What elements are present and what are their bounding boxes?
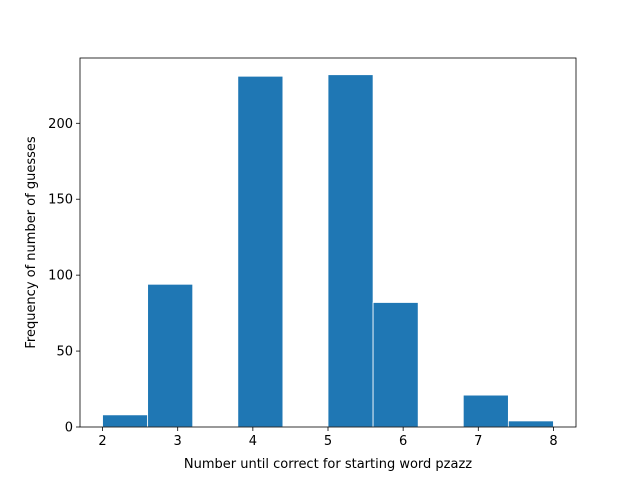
x-tick-label: 3 bbox=[174, 434, 182, 449]
bars-group bbox=[102, 74, 554, 428]
x-ticks-group: 2 3 4 5 6 7 8 bbox=[98, 427, 558, 449]
x-tick-label: 4 bbox=[249, 434, 257, 449]
x-tick-label: 2 bbox=[98, 434, 106, 449]
histogram-bar-1 bbox=[147, 283, 194, 428]
x-tick-label: 5 bbox=[324, 434, 332, 449]
y-tick-label: 50 bbox=[56, 345, 73, 360]
histogram-bar-0 bbox=[102, 414, 149, 428]
y-axis-label: Frequency of number of guesses bbox=[24, 136, 39, 349]
y-tick-label: 150 bbox=[48, 193, 73, 208]
x-tick-label: 6 bbox=[399, 434, 407, 449]
x-axis-label: Number until correct for starting word p… bbox=[184, 457, 472, 472]
histogram-bar-8 bbox=[462, 394, 509, 428]
y-tick-label: 100 bbox=[48, 269, 73, 284]
histogram-bar-9 bbox=[507, 420, 554, 428]
y-ticks-group: 0 50 100 150 200 bbox=[48, 117, 80, 436]
histogram-bar-3 bbox=[237, 75, 284, 428]
y-tick-label: 200 bbox=[48, 117, 73, 132]
histogram-bar-6 bbox=[372, 302, 419, 428]
x-tick-label: 7 bbox=[474, 434, 482, 449]
y-tick-label: 0 bbox=[65, 421, 73, 436]
histogram-bar-5 bbox=[327, 74, 374, 428]
x-tick-label: 8 bbox=[549, 434, 557, 449]
